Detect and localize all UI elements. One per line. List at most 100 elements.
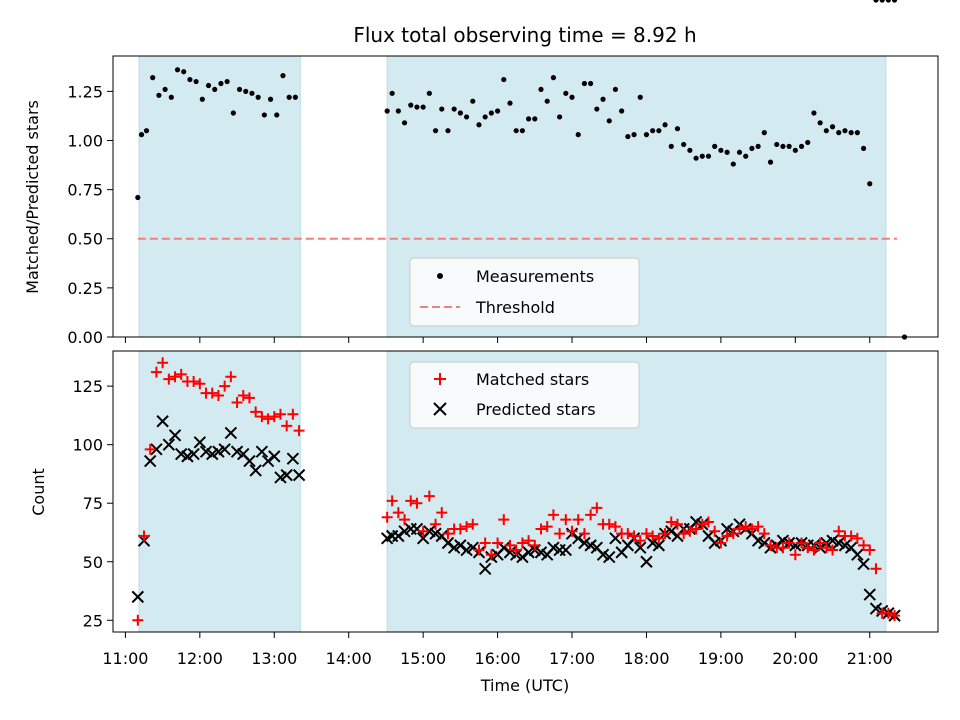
matched-stars-point [572,514,584,526]
matched-stars-point [591,502,603,514]
measurement-point [401,120,408,126]
y-tick-label: 100 [72,436,103,455]
matched-stars-point [609,521,621,533]
matched-stars-point [647,530,659,542]
matched-stars-point [169,371,181,383]
measurement-point [451,106,457,112]
measurement-point [668,143,674,149]
predicted-stars-point [603,550,616,564]
measurement-point [557,114,563,120]
predicted-stars-point [466,541,479,554]
bottom-legend-box [409,361,640,429]
matched-stars-point [442,528,454,540]
y-tick-label: 75 [83,494,103,513]
measurement-point [550,75,557,81]
measurement-point [236,86,243,93]
measurement-point [162,86,168,93]
measurement-point [243,88,249,94]
legend-measurements-label: Measurements [476,267,594,286]
predicted-stars-point [268,450,281,463]
matched-stars-point [237,389,249,401]
measurement-point [650,128,656,134]
matched-stars-point [206,387,218,399]
measurement-point [408,102,414,108]
measurement-point [600,96,606,102]
measurement-point [860,145,867,151]
matched-stars-point [622,528,634,540]
predicted-stars-point [609,532,622,545]
matched-stars-point [381,511,393,523]
measurement-point [631,132,637,138]
matched-stars-point [225,371,237,383]
matched-stars-point [399,514,411,526]
matched-stars-point [492,537,504,549]
predicted-stars-point [559,543,573,557]
y-tick-label: 1.25 [67,82,103,101]
matched-stars-point [845,530,857,542]
measurement-point [712,143,718,149]
y-tick-label: 50 [83,553,103,572]
bottom-y-axis-label: Count [29,468,48,516]
predicted-stars-point [168,429,182,442]
measurement-point [384,108,390,114]
x-tick-label: 20:00 [772,649,818,668]
bottom-y-axis: 25 50 75 100 125 [72,377,113,630]
measurement-point [389,90,395,96]
measurement-point [674,126,681,132]
matched-stars-point [150,366,162,378]
measurement-point [619,108,625,114]
measurement-point [873,0,879,3]
matched-stars-point [653,532,665,544]
measurement-point [135,194,141,201]
predicted-stars-point [224,426,238,440]
legend-predicted-marker [433,402,447,416]
matched-stars-point [746,523,758,535]
matched-stars-point [256,411,268,423]
matched-stars-point [690,523,702,535]
predicted-stars-point [634,541,647,554]
measurement-point [532,116,538,122]
matched-stars-point [889,610,901,622]
measurement-point [891,0,898,3]
measurement-point [187,76,193,83]
matched-stars-point [485,549,497,561]
y-tick-label: 1.00 [67,131,103,150]
matched-stars-point [715,537,727,549]
measurement-point [836,130,842,136]
matched-stars-point [157,357,169,369]
matched-stars-point [473,544,485,556]
matched-stars-point [808,544,820,556]
measurement-point [280,73,286,79]
measurement-point [482,114,488,120]
predicted-stars-point [193,436,207,449]
matched-stars-point [796,537,808,549]
matched-stars-point [529,539,541,551]
matched-stars-point [423,490,435,502]
matched-stars-point [523,535,535,547]
measurement-point [767,159,774,165]
measurement-point [224,78,230,85]
measurement-point [829,124,836,130]
measurement-point [513,128,519,134]
matched-stars-point [250,406,262,418]
x-axis: 11:00 12:00 13:00 14:00 15:00 16:00 17:00 18:00… [102,337,893,668]
measurement-point [519,128,525,134]
predicted-stars-point [187,447,200,461]
measurement-point [414,104,420,110]
measurement-point [854,130,860,136]
measurement-point [780,143,786,149]
matched-stars-point [671,518,683,530]
matched-stars-point [516,537,528,549]
matched-stars-point [175,368,187,380]
measurement-point [792,147,798,153]
matched-stars-point [541,521,553,533]
predicted-stars-point [292,468,306,482]
matched-stars-point [684,525,696,537]
measurement-point [463,114,470,120]
measurement-point [588,80,594,87]
matched-stars-point [293,425,305,437]
measurement-point [249,90,255,96]
predicted-stars-point [280,468,293,482]
x-tick-label: 18:00 [623,649,669,668]
bottom-legend: Matched stars Predicted stars [409,361,640,429]
